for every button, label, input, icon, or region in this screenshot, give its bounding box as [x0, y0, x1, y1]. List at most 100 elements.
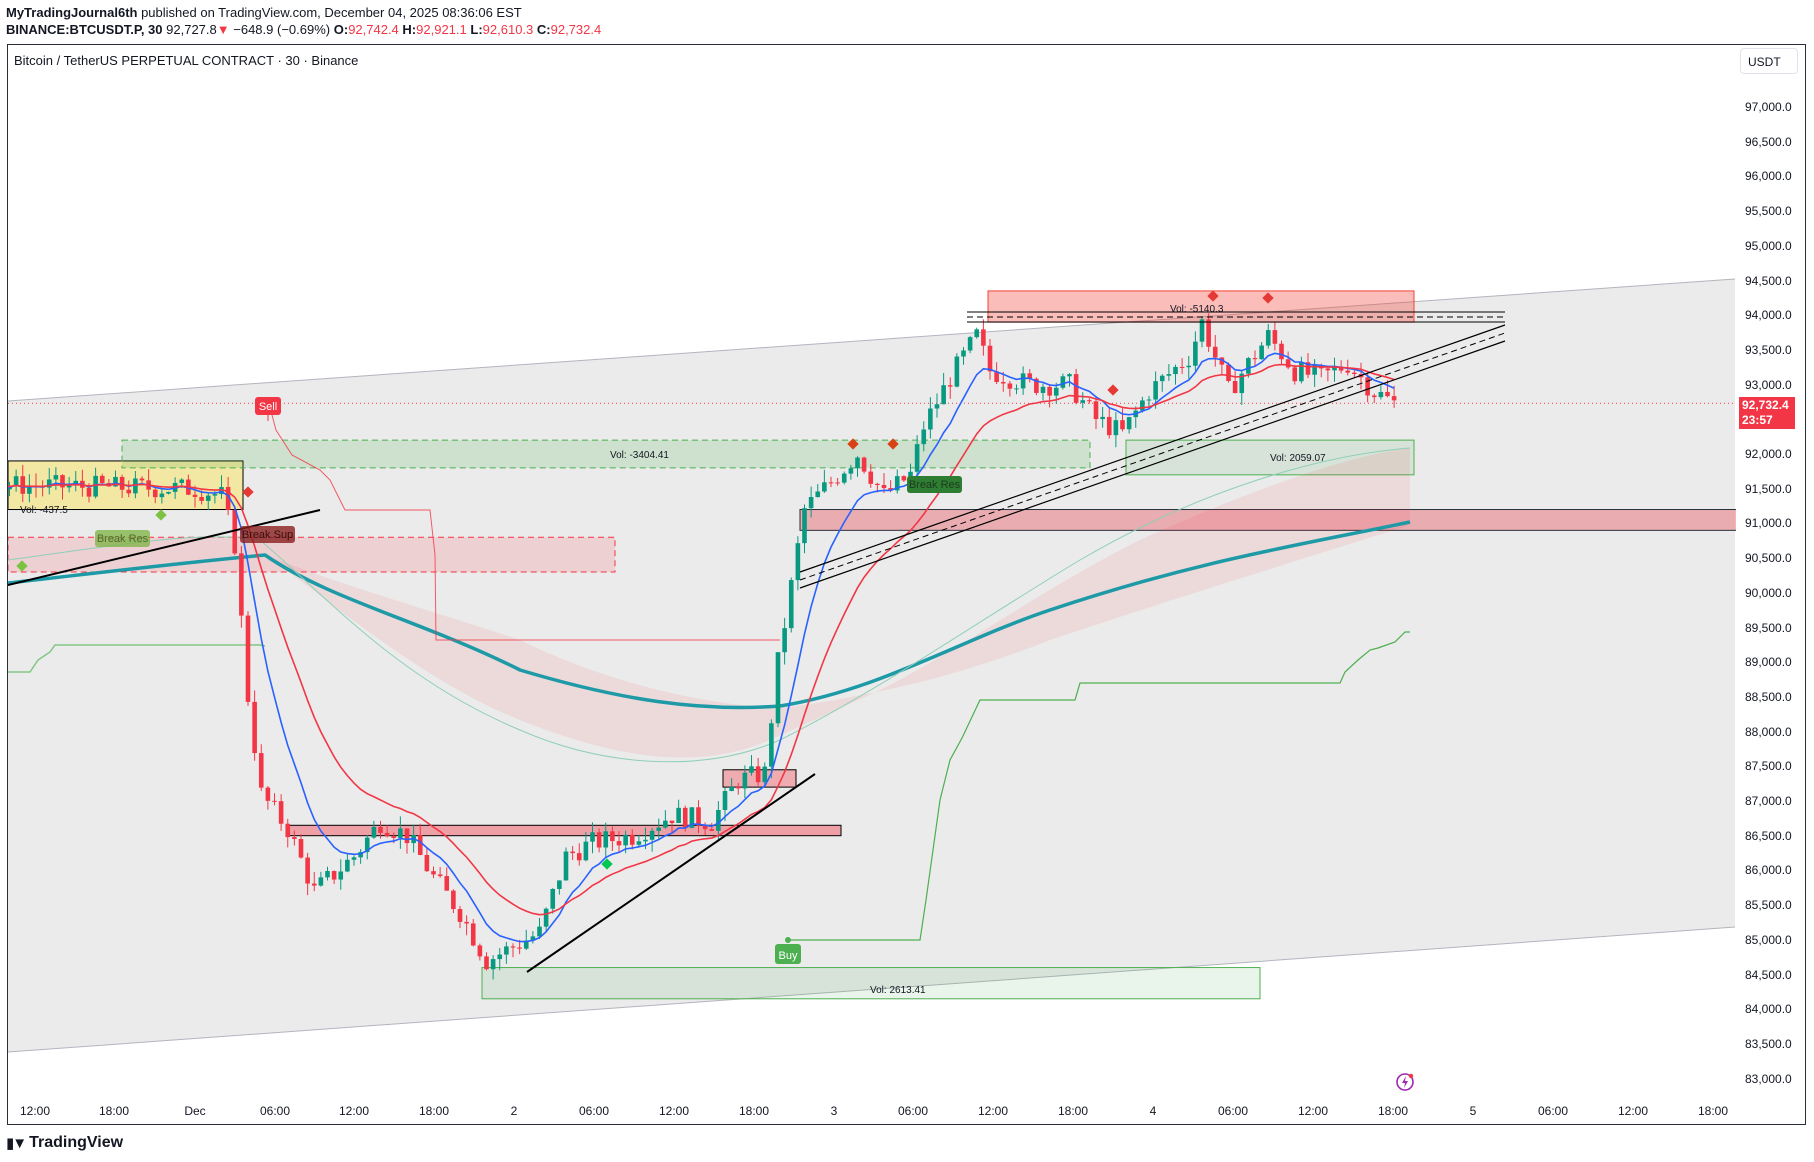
break-res-badge-left — [95, 530, 150, 547]
candles — [8, 313, 1397, 980]
last-price-value: 92,732.4 — [1742, 398, 1789, 412]
break-res-badge-left-text: Break Res — [97, 533, 149, 545]
time-tick: 12:00 — [19, 1104, 51, 1118]
price-tick: 90,000.0 — [1745, 585, 1792, 600]
bar-countdown: 23:57 — [1742, 413, 1773, 427]
low-value: 92,610.3 — [482, 22, 534, 37]
vol-label-mid: Vol: -3404.41 — [610, 450, 669, 461]
price-tick: 88,000.0 — [1745, 724, 1792, 739]
lightning-alert-icon[interactable] — [1395, 1072, 1415, 1092]
time-tick: 12:00 — [338, 1104, 370, 1118]
break-res-badge-right — [907, 476, 962, 493]
time-tick: 18:00 — [1697, 1104, 1729, 1118]
signal-diamond — [155, 509, 167, 521]
break-sup-badge-text: Break Sup — [242, 529, 293, 541]
open-label: O: — [333, 22, 349, 37]
signal-diamond — [242, 486, 254, 498]
signal-diamond — [601, 858, 613, 870]
demand-zone-bottom — [481, 967, 1261, 1000]
price-tick: 95,500.0 — [1745, 204, 1792, 219]
price-tick: 90,500.0 — [1745, 551, 1792, 566]
price-tick: 88,500.0 — [1745, 689, 1792, 704]
price-tick: 94,500.0 — [1745, 273, 1792, 288]
price-tick: 94,000.0 — [1745, 308, 1792, 323]
price-tick: 83,000.0 — [1745, 1071, 1792, 1086]
brand-name: TradingView — [29, 1134, 124, 1151]
time-tick: 4 — [1149, 1104, 1157, 1118]
time-tick: 18:00 — [1377, 1104, 1409, 1118]
price-tick: 91,500.0 — [1745, 481, 1792, 496]
publish-text: published on TradingView.com, December 0… — [137, 5, 522, 20]
vol-label-top: Vol: -5140.3 — [1170, 304, 1224, 315]
symbol-info-line: BINANCE:BTCUSDT.P, 30 92,727.8▼ −648.9 (… — [6, 22, 601, 37]
price-tick: 83,500.0 — [1745, 1036, 1792, 1051]
price-tick: 85,500.0 — [1745, 898, 1792, 913]
time-tick: 12:00 — [1297, 1104, 1329, 1118]
last-value: 92,727.8 — [166, 22, 217, 37]
high-value: 92,921.1 — [416, 22, 467, 37]
publish-info: MyTradingJournal6th published on Trading… — [6, 5, 522, 20]
break-res-badge-right-text: Break Res — [909, 479, 961, 491]
time-tick: 5 — [1469, 1104, 1477, 1118]
price-tick: 84,000.0 — [1745, 1002, 1792, 1017]
buy-signal-badge — [775, 944, 801, 964]
time-tick: 18:00 — [98, 1104, 130, 1118]
price-tick: 95,000.0 — [1745, 238, 1792, 253]
price-chart-canvas[interactable]: Vol: -437.5 Vol: -3404.41 Vol: -5140.3 Vol:… — [8, 45, 1736, 1089]
time-tick: 18:00 — [418, 1104, 450, 1118]
sell-signal-badge — [255, 397, 281, 415]
sell-signal-badge-text: Sell — [259, 401, 277, 413]
change-value: −648.9 (−0.69%) — [233, 22, 331, 37]
ema-fast — [8, 352, 1395, 943]
buy-signal-badge-text: Buy — [779, 950, 798, 962]
price-tick: 89,000.0 — [1745, 655, 1792, 670]
high-label: H: — [402, 22, 417, 37]
author-name[interactable]: MyTradingJournal6th — [6, 5, 138, 20]
price-tick: 85,000.0 — [1745, 932, 1792, 947]
last-price-badge: 92,732.4 23:57 — [1739, 397, 1795, 429]
time-tick: 06:00 — [1217, 1104, 1249, 1118]
price-tick: 92,000.0 — [1745, 447, 1792, 461]
time-tick: 12:00 — [977, 1104, 1009, 1118]
price-tick: 93,000.0 — [1745, 377, 1792, 392]
time-tick: 18:00 — [1057, 1104, 1089, 1118]
price-tick: 96,500.0 — [1745, 134, 1792, 149]
vol-label-right: Vol: 2059.07 — [1270, 453, 1326, 464]
price-tick: 96,000.0 — [1745, 169, 1792, 184]
time-tick: 3 — [830, 1104, 838, 1118]
signal-diamond — [847, 438, 859, 450]
time-tick: 2 — [510, 1104, 518, 1118]
time-tick: 12:00 — [1617, 1104, 1649, 1118]
time-tick: 06:00 — [897, 1104, 929, 1118]
open-value: 92,742.4 — [348, 22, 399, 37]
vol-label-bottom: Vol: 2613.41 — [870, 985, 926, 996]
ema-slow — [8, 363, 1395, 916]
price-tick: 86,000.0 — [1745, 863, 1792, 878]
signal-diamond — [1207, 290, 1219, 302]
close-value: 92,732.4 — [550, 22, 602, 37]
price-tick: 86,500.0 — [1745, 828, 1792, 843]
demand-zone-mid — [121, 439, 1091, 469]
close-label: C: — [536, 22, 551, 37]
tradingview-logo[interactable]: ▮▼ TradingView — [6, 1134, 123, 1152]
vol-label-left: Vol: -437.5 — [20, 505, 68, 516]
price-tick: 93,500.0 — [1745, 342, 1792, 357]
currency-button[interactable]: USDT — [1740, 48, 1798, 74]
low-label: L: — [470, 22, 483, 37]
price-channel — [8, 279, 1735, 1052]
time-tick: 06:00 — [259, 1104, 291, 1118]
support-band — [799, 509, 1736, 531]
price-tick: 87,000.0 — [1745, 794, 1792, 808]
time-tick: 06:00 — [578, 1104, 610, 1118]
time-tick: 12:00 — [658, 1104, 690, 1118]
time-tick: 18:00 — [738, 1104, 770, 1118]
price-tick: 91,000.0 — [1745, 516, 1792, 531]
price-tick: 97,000.0 — [1745, 100, 1792, 114]
price-tick: 87,500.0 — [1745, 759, 1792, 774]
signal-diamond — [1262, 292, 1274, 304]
down-arrow-icon: ▼ — [216, 22, 230, 37]
time-tick: Dec — [184, 1104, 206, 1118]
price-tick: 89,500.0 — [1745, 620, 1792, 635]
signal-diamond — [1107, 384, 1119, 396]
tradingview-mark-icon: ▮▼ — [6, 1135, 27, 1152]
